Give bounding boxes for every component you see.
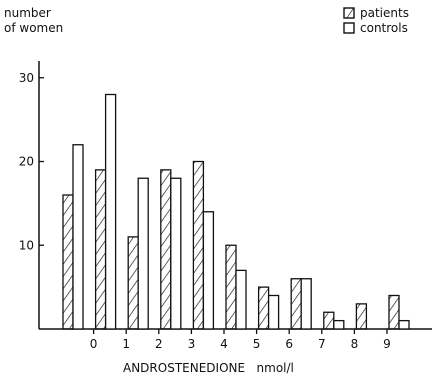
y-tick-label: 20 — [19, 155, 34, 169]
x-tick-label: 7 — [318, 337, 326, 351]
controls-bar — [72, 144, 84, 330]
y-tick-label: 30 — [19, 71, 34, 85]
controls-bar — [267, 294, 280, 330]
controls-bar — [170, 177, 182, 330]
y-axis-label-line2: of women — [4, 21, 63, 35]
legend-controls-label: controls — [360, 21, 408, 35]
y-ticks: 10 20 30 — [19, 71, 44, 252]
patients-bar — [355, 303, 368, 330]
x-tick-label: 1 — [122, 337, 130, 351]
controls-bar — [300, 278, 312, 330]
x-tick-label: 9 — [383, 337, 391, 351]
x-tick-label: 6 — [285, 337, 293, 351]
controls-bar — [104, 93, 117, 330]
patients-bar — [62, 194, 74, 330]
patients-bar — [160, 169, 172, 330]
x-tick-label: 2 — [155, 337, 163, 351]
patients-bar — [257, 286, 270, 330]
controls-bar — [235, 269, 247, 330]
x-tick-label: 4 — [220, 337, 228, 351]
x-ticks: 0 1 2 3 4 5 6 7 8 9 — [90, 329, 391, 351]
x-tick-label: 5 — [253, 337, 261, 351]
legend-controls-swatch — [343, 22, 355, 34]
x-tick-label: 8 — [351, 337, 359, 351]
bars — [62, 93, 410, 330]
x-tick-label: 3 — [188, 337, 196, 351]
x-tick-label: 0 — [90, 337, 98, 351]
patients-bar — [290, 278, 302, 330]
patients-bar — [388, 294, 400, 330]
patients-bar — [192, 160, 205, 330]
controls-bar — [398, 319, 410, 330]
legend-patients-label: patients — [360, 6, 409, 20]
patients-bar — [323, 311, 335, 330]
patients-bar — [94, 169, 107, 330]
controls-bar — [202, 211, 215, 330]
patients-bar — [127, 236, 139, 330]
y-axis-label-line1: number — [4, 6, 51, 20]
x-axis-label: ANDROSTENEDIONE nmol/l — [123, 361, 294, 375]
legend: patients controls — [343, 6, 409, 35]
controls-bar — [333, 319, 345, 330]
patients-bar — [225, 244, 237, 330]
controls-bar — [137, 177, 149, 330]
legend-patients-swatch — [343, 7, 355, 19]
y-tick-label: 10 — [19, 238, 34, 252]
